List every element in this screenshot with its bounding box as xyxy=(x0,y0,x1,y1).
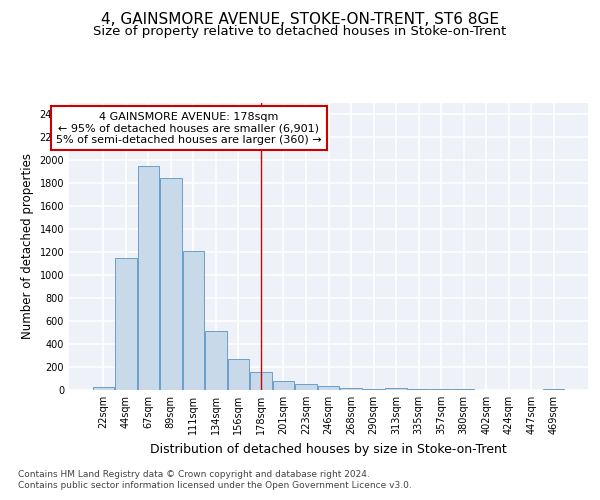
Y-axis label: Number of detached properties: Number of detached properties xyxy=(21,153,34,340)
X-axis label: Distribution of detached houses by size in Stoke-on-Trent: Distribution of detached houses by size … xyxy=(150,442,507,456)
Bar xyxy=(340,388,362,390)
Bar xyxy=(318,386,339,390)
Bar xyxy=(385,388,407,390)
Bar xyxy=(115,258,137,390)
Text: 4 GAINSMORE AVENUE: 178sqm
← 95% of detached houses are smaller (6,901)
5% of se: 4 GAINSMORE AVENUE: 178sqm ← 95% of deta… xyxy=(56,112,322,145)
Bar xyxy=(228,359,249,390)
Text: Contains HM Land Registry data © Crown copyright and database right 2024.: Contains HM Land Registry data © Crown c… xyxy=(18,470,370,479)
Text: 4, GAINSMORE AVENUE, STOKE-ON-TRENT, ST6 8GE: 4, GAINSMORE AVENUE, STOKE-ON-TRENT, ST6… xyxy=(101,12,499,28)
Bar xyxy=(160,178,182,390)
Bar xyxy=(543,389,565,390)
Bar xyxy=(205,332,227,390)
Bar xyxy=(182,251,204,390)
Bar xyxy=(408,389,429,390)
Bar xyxy=(250,372,272,390)
Bar xyxy=(273,381,294,390)
Bar xyxy=(295,384,317,390)
Text: Contains public sector information licensed under the Open Government Licence v3: Contains public sector information licen… xyxy=(18,481,412,490)
Bar xyxy=(137,166,159,390)
Bar xyxy=(92,387,114,390)
Text: Size of property relative to detached houses in Stoke-on-Trent: Size of property relative to detached ho… xyxy=(94,25,506,38)
